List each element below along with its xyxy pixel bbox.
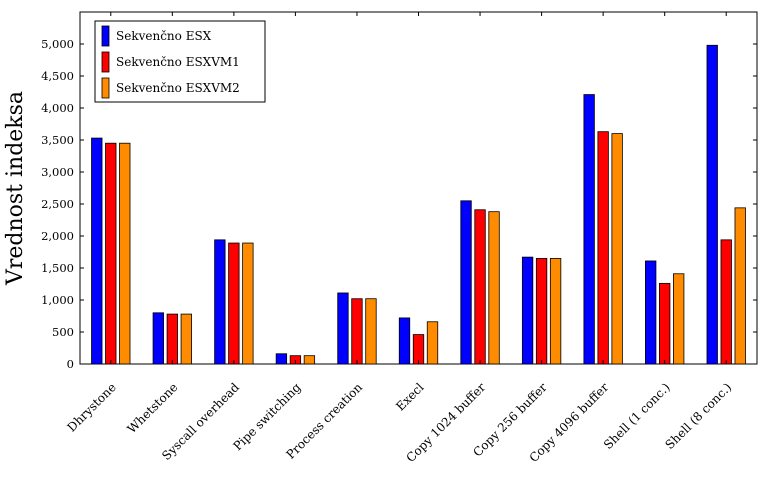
legend-label: Sekvenčno ESXVM1 [116,55,240,69]
y-tick-label: 5,000 [41,37,74,51]
bar [583,94,595,365]
bar [119,142,131,365]
x-tick-label: Dhrystone [65,380,119,434]
y-tick-label: 1,500 [41,261,74,275]
bar [242,242,254,365]
bar [303,355,316,365]
bar [734,207,746,365]
y-tick-label: 1,000 [41,293,74,307]
bar [597,131,609,365]
bar [645,260,657,365]
bar [105,142,117,365]
y-tick-label: 500 [52,325,74,339]
bar [152,312,164,365]
y-tick-label: 2,000 [41,229,74,243]
y-tick-label: 0 [67,357,74,371]
y-tick-label: 4,500 [41,69,74,83]
bar [720,239,732,365]
legend-swatch [101,25,110,47]
legend-box [94,20,266,103]
bar [214,239,226,365]
bar [535,257,548,365]
bar [474,209,486,365]
bar [460,200,472,365]
y-axis-label: Vrednost indeksa [3,91,28,286]
x-tick-label: Shell (8 conc.) [663,380,735,452]
bar [611,133,623,365]
bar [426,321,439,365]
legend-label: Sekvenčno ESX [116,29,212,43]
bar [228,242,240,365]
legend: Sekvenčno ESX Sekvenčno ESXVM1 Sekvenčno E… [94,20,266,103]
legend-swatch [101,77,110,99]
bar [351,298,363,365]
bar [91,137,103,365]
legend-label: Sekvenčno ESXVM2 [116,81,240,95]
bar [549,257,562,365]
bar [706,44,718,365]
y-tick-label: 3,000 [41,165,74,179]
x-tick-label: Execl [393,380,426,413]
bar [412,334,425,365]
bar [365,298,377,365]
bar [488,211,500,365]
bar [166,313,178,365]
y-tick-label: 3,500 [41,133,74,147]
bar [180,313,192,365]
y-tick-label: 4,000 [41,101,74,115]
x-tick-label: Whetstone [125,380,181,436]
legend-swatch [101,51,110,73]
y-ticks: 0 500 1,000 1,500 2,000 2,500 3,000 3,500 4,000 4… [41,37,757,371]
bar [521,256,534,365]
y-tick-label: 2,500 [41,197,74,211]
bar [337,292,349,365]
bar [673,273,685,365]
bar [275,353,288,365]
bar [398,317,411,365]
bar [659,282,671,365]
bars [91,44,746,365]
